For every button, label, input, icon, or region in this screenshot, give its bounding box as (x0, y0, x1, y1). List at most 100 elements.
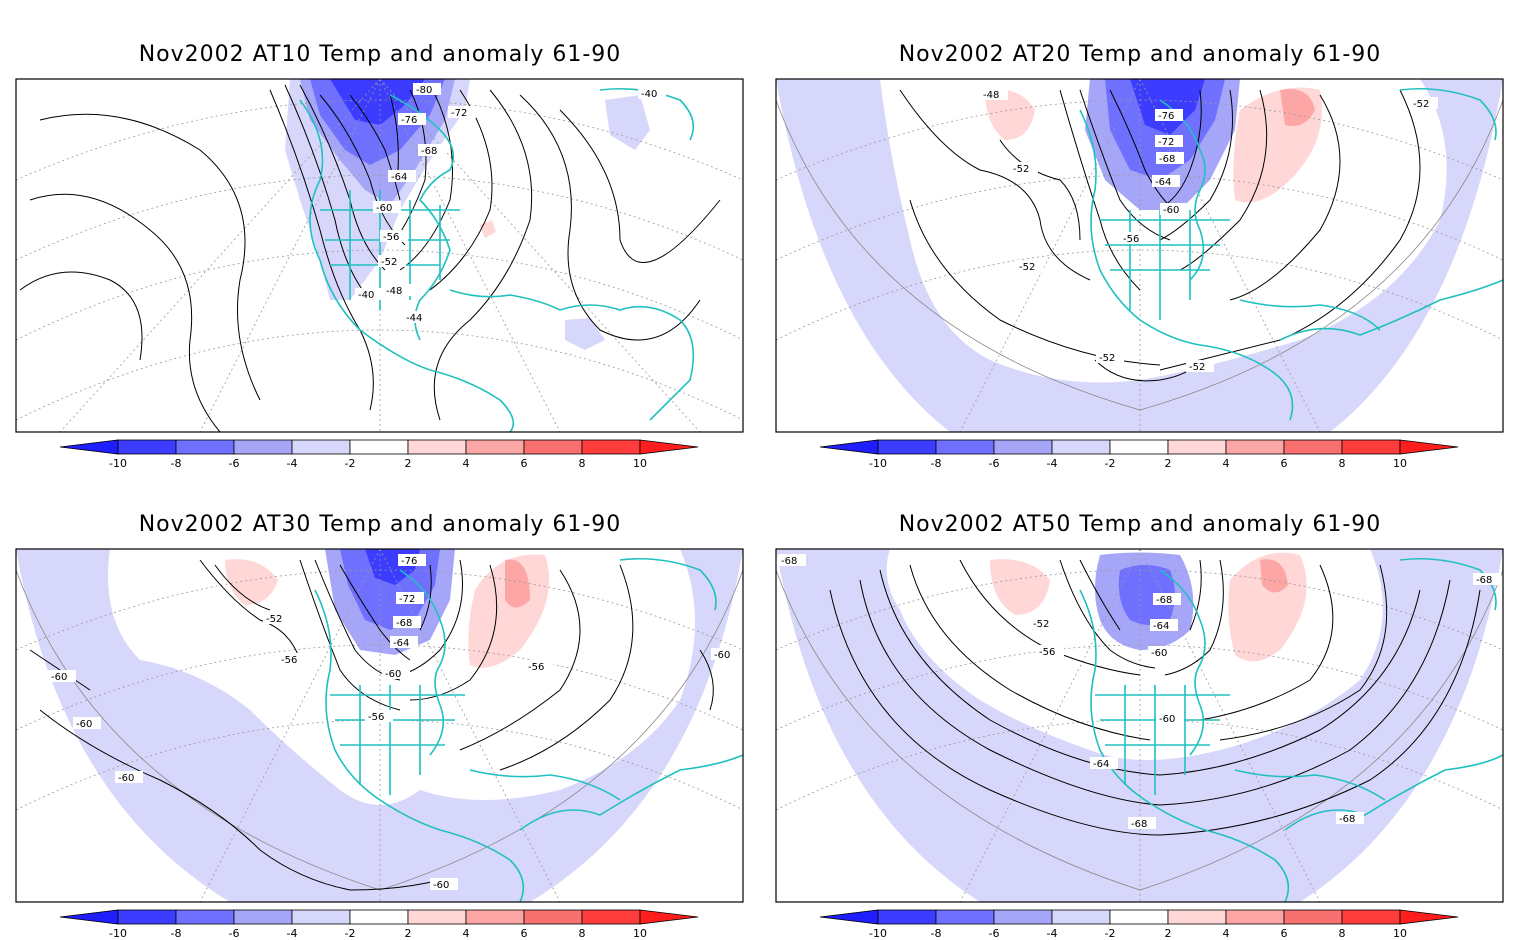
contour-label: -60 (714, 650, 730, 661)
colorbar-tick-label: -8 (931, 927, 942, 940)
colorbar-box (465, 439, 525, 455)
anomaly-red-area (468, 554, 550, 668)
colorbar-box (1051, 909, 1111, 925)
contour-label: -40 (358, 290, 374, 301)
contour-label: -80 (416, 85, 432, 96)
colorbar-tick-label: 4 (1223, 927, 1230, 940)
colorbar-box (523, 439, 583, 455)
contour-label: -68 (1156, 595, 1172, 606)
panel-title: Nov2002 AT10 Temp and anomaly 61-90 (138, 42, 622, 67)
contour-label: -64 (391, 172, 407, 183)
colorbar-tick-label: -4 (1047, 457, 1058, 470)
contour-label: -76 (401, 556, 417, 567)
colorbar-tick-label: -10 (109, 927, 127, 940)
outside-corner (776, 549, 980, 902)
colorbar-tick-label: 2 (1165, 927, 1172, 940)
contour-label: -64 (1093, 759, 1109, 770)
colorbar-box (993, 909, 1053, 925)
anomaly-blue-small (605, 95, 650, 150)
colorbar-box (407, 439, 467, 455)
contour-label: -52 (1099, 353, 1115, 364)
anomaly-blue-small (565, 318, 605, 350)
contour-label: -48 (386, 286, 402, 297)
anomaly-blue-deep (1130, 79, 1205, 135)
colorbar-arrow-left (819, 909, 879, 925)
colorbar-box (1225, 909, 1285, 925)
colorbar-tick-label: 6 (521, 927, 528, 940)
colorbar-box (581, 439, 641, 455)
panel-title: Nov2002 AT30 Temp and anomaly 61-90 (138, 512, 622, 537)
colorbar-box (233, 909, 293, 925)
outside-corner (1330, 79, 1503, 432)
colorbar-tick-label: 4 (463, 927, 470, 940)
colorbar-box (291, 439, 351, 455)
contour-label: -56 (1039, 647, 1055, 658)
colorbar-box (877, 439, 937, 455)
contour-label: -68 (1476, 575, 1492, 586)
contour-label: -56 (1123, 234, 1139, 245)
anomaly-blue-dark (1118, 565, 1175, 625)
colorbar-tick-label: 8 (579, 927, 586, 940)
contour-label: -52 (1033, 619, 1049, 630)
colorbar-box (523, 909, 583, 925)
colorbar-tick-label: -8 (931, 457, 942, 470)
contour-label: -60 (76, 719, 92, 730)
outside-corner (530, 549, 743, 902)
map-panel-at10: Nov2002 AT10 Temp and anomaly 61-90 (0, 0, 760, 470)
map-panel-at20: Nov2002 AT20 Temp and anomaly 61-90 (760, 0, 1520, 470)
colorbar-box (349, 909, 409, 925)
contour-label: -52 (1013, 164, 1029, 175)
contour-label: -64 (1153, 621, 1169, 632)
colorbar-box (465, 909, 525, 925)
colorbar-box (1109, 909, 1169, 925)
contour-label: -60 (376, 203, 392, 214)
contour-label: -60 (1159, 714, 1175, 725)
anomaly-blue-deep (330, 79, 425, 125)
colorbar-box (407, 909, 467, 925)
colorbar-tick-label: -4 (1047, 927, 1058, 940)
contour-label: -68 (396, 618, 412, 629)
contour-label: -60 (1163, 205, 1179, 216)
colorbar-box (1283, 909, 1343, 925)
colorbar-box (993, 439, 1053, 455)
contour-label: -72 (399, 594, 415, 605)
contour-label: -64 (393, 638, 409, 649)
map-panel-at50: Nov2002 AT50 Temp and anomaly 61-90 (760, 470, 1520, 940)
colorbar-arrow-right (639, 439, 699, 455)
colorbar-tick-label: -6 (989, 927, 1000, 940)
colorbar-tick-label: -4 (287, 927, 298, 940)
contour-label: -60 (1151, 648, 1167, 659)
colorbar-arrow-right (1399, 439, 1459, 455)
colorbar-tick-label: 10 (1393, 457, 1407, 470)
colorbar-box (1225, 439, 1285, 455)
colorbar-tick-label: -8 (171, 457, 182, 470)
contour-label: -60 (51, 672, 67, 683)
contour-label: -40 (641, 89, 657, 100)
colorbar-arrow-left (59, 909, 119, 925)
colorbar-box (1109, 439, 1169, 455)
colorbar-box (117, 909, 177, 925)
colorbar-tick-label: 6 (1281, 457, 1288, 470)
colorbar-tick-label: -6 (989, 457, 1000, 470)
colorbar-tick-label: 10 (633, 457, 647, 470)
contour-label: -56 (368, 712, 384, 723)
colorbar-box (877, 909, 937, 925)
colorbar-arrow-left (819, 439, 879, 455)
colorbar-box (175, 439, 235, 455)
map-frame: -80 -76 -72 -68 -64 -60 -56 -52 -48 -44 … (15, 78, 744, 433)
colorbar: -10 -8 -6 -4 -2 2 4 6 8 10 (59, 439, 699, 470)
contour-label: -60 (118, 773, 134, 784)
anomaly-red-area (225, 559, 278, 605)
anomaly-red-area (985, 89, 1035, 140)
colorbar-box (1051, 439, 1111, 455)
contour-label: -52 (1019, 262, 1035, 273)
colorbar: -10 -8 -6 -4 -2 2 4 6 8 10 (819, 439, 1459, 470)
anomaly-red-mid (1280, 89, 1315, 126)
colorbar-box (291, 909, 351, 925)
colorbar-tick-label: 2 (405, 457, 412, 470)
colorbar-box (233, 439, 293, 455)
colorbar-tick-label: 2 (1165, 457, 1172, 470)
coastline (1079, 88, 1503, 421)
contour-label: -44 (406, 313, 422, 324)
contour-label: -56 (528, 662, 544, 673)
